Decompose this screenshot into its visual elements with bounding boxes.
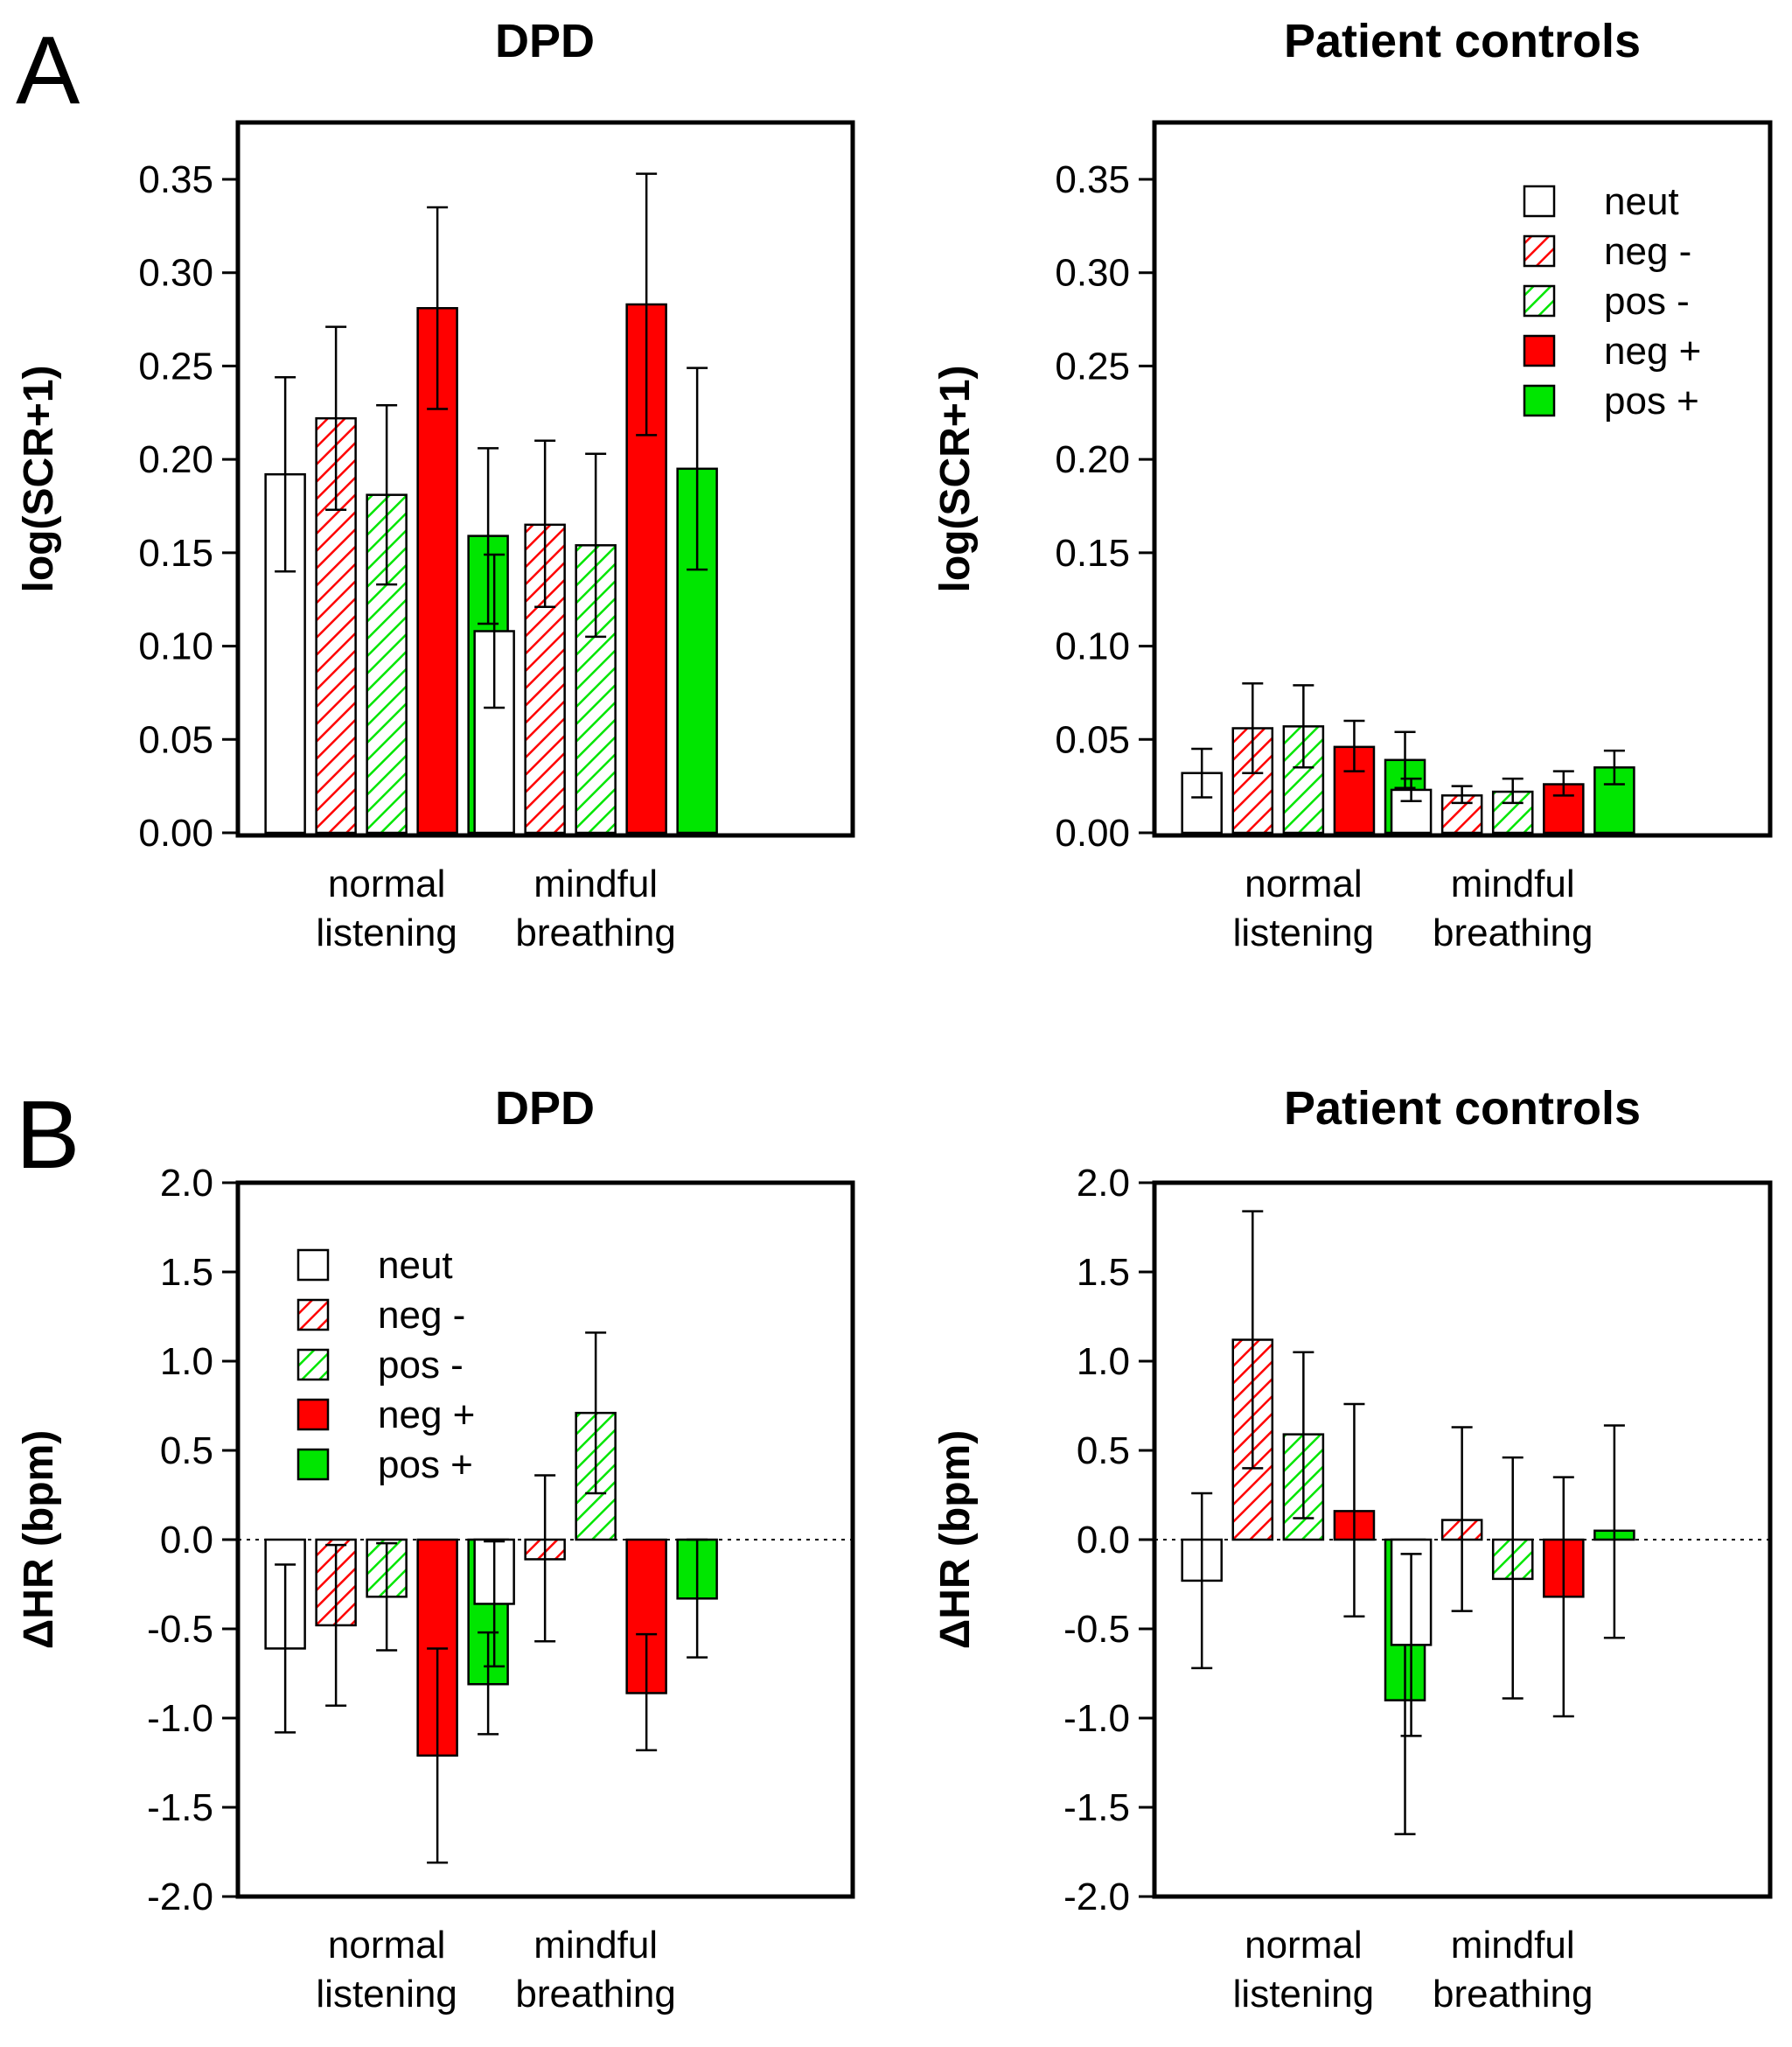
y-tick-label: 0.35 [138,158,213,201]
plot-frame [1152,120,1773,838]
y-tick-label: 0.0 [160,1519,213,1561]
y-tick-label: -1.0 [1063,1697,1130,1740]
plot-frame [235,1180,855,1899]
chart-panel-1: DPD log(SCR+1) 0.00 0.05 0.10 0.15 0.20 0.25 0.3… [16,15,855,954]
x-category-label: mindful [533,1924,658,1967]
panel-letter-a: A [16,17,80,124]
legend-swatch-pos+ [296,1448,330,1481]
x-category-label: mindful [533,863,658,905]
y-tick-label: -1.5 [1063,1786,1130,1829]
y-tick-label: 2.0 [1077,1162,1130,1205]
y-tick-label: 0.15 [138,532,213,575]
bar-neg--2 [524,523,566,835]
y-tick-label: 0.05 [1055,718,1130,761]
x-category-label: listening [316,912,457,954]
y-axis-label: ΔHR (bpm) [932,1430,979,1649]
legend-swatch-pos- [1523,284,1556,318]
legend-label: neg - [378,1294,465,1337]
x-category-label: normal [1245,1924,1363,1967]
y-tick-label: 0.25 [138,345,213,388]
legend-swatch-neg+ [296,1398,330,1431]
plot-frame [235,120,855,838]
legend-label: neut [1604,180,1679,223]
legend-label: pos - [1604,280,1690,323]
chart-title: Patient controls [1284,15,1641,67]
legend-swatch-neg+ [1523,334,1556,367]
chart-title: DPD [495,1082,595,1135]
x-category-label: normal [328,1924,446,1967]
y-tick-label: 0.30 [138,252,213,295]
legend-swatch-neut [1523,185,1556,218]
x-category-label: breathing [515,1973,675,2016]
x-category-label: listening [1233,1973,1374,2016]
legend-label: pos + [1604,380,1699,423]
y-tick-label: 0.15 [1055,532,1130,575]
legend-label: neut [378,1244,453,1287]
legend-swatch-neg- [296,1298,330,1331]
y-tick-label: 0.20 [1055,438,1130,481]
y-tick-label: -1.0 [147,1697,213,1740]
bar-pos+-2 [1593,766,1635,835]
x-category-label: breathing [515,912,675,954]
x-category-label: breathing [1433,1973,1593,2016]
y-tick-label: 1.5 [1077,1251,1130,1294]
x-category-label: listening [1233,912,1374,954]
legend-swatch-neut [296,1248,330,1282]
y-tick-label: 0.35 [1055,158,1130,201]
bar-neg+-2 [625,1538,667,1694]
x-category-label: normal [328,863,446,905]
legend-swatch-pos+ [1523,384,1556,417]
legend-label: neg + [1604,330,1701,373]
legend-swatch-pos- [296,1348,330,1381]
y-tick-label: 2.0 [160,1162,213,1205]
x-category-label: mindful [1451,1924,1575,1967]
bar-pos--1 [366,493,408,835]
y-tick-label: 1.0 [1077,1340,1130,1383]
y-tick-label: 0.20 [138,438,213,481]
x-category-label: breathing [1433,912,1593,954]
y-tick-label: 0.00 [138,812,213,855]
y-tick-label: 0.10 [1055,625,1130,668]
legend-swatch-neg- [1523,234,1556,268]
y-tick-label: 1.5 [160,1251,213,1294]
panel-letter-b: B [16,1081,80,1189]
y-tick-label: -0.5 [1063,1608,1130,1651]
y-tick-label: -2.0 [147,1876,213,1918]
legend-label: pos + [378,1443,473,1486]
x-category-label: listening [316,1973,457,2016]
chart-panel-2: Patient controls log(SCR+1) 0.00 0.05 0.10 0.… [932,15,1773,954]
y-tick-label: 0.30 [1055,252,1130,295]
y-tick-label: -1.5 [147,1786,213,1829]
legend-label: neg + [378,1394,475,1436]
y-tick-label: -2.0 [1063,1876,1130,1918]
y-axis-label: log(SCR+1) [16,365,62,592]
chart-panel-3: DPD ΔHR (bpm) -2.0 -1.5 -1.0 -0.5 0.0 0.5 1.0 1.5… [16,1082,855,2016]
y-tick-label: 1.0 [160,1340,213,1383]
x-category-label: mindful [1451,863,1575,905]
chart-title: Patient controls [1284,1082,1641,1135]
legend-label: pos - [378,1344,464,1387]
legend-label: neg - [1604,230,1691,273]
y-tick-label: 0.5 [160,1429,213,1472]
y-tick-label: 0.25 [1055,345,1130,388]
y-tick-label: 0.05 [138,718,213,761]
y-tick-label: 0.5 [1077,1429,1130,1472]
plot-frame [1152,1180,1773,1899]
x-category-label: normal [1245,863,1363,905]
chart-panel-4: Patient controls ΔHR (bpm) -2.0 -1.5 -1.0 -0.… [932,1082,1773,2016]
y-axis-label: log(SCR+1) [932,365,979,592]
chart-title: DPD [495,15,595,67]
y-tick-label: 0.00 [1055,812,1130,855]
y-tick-label: -0.5 [147,1608,213,1651]
y-tick-label: 0.10 [138,625,213,668]
y-tick-label: 0.0 [1077,1519,1130,1561]
y-axis-label: ΔHR (bpm) [16,1430,62,1649]
